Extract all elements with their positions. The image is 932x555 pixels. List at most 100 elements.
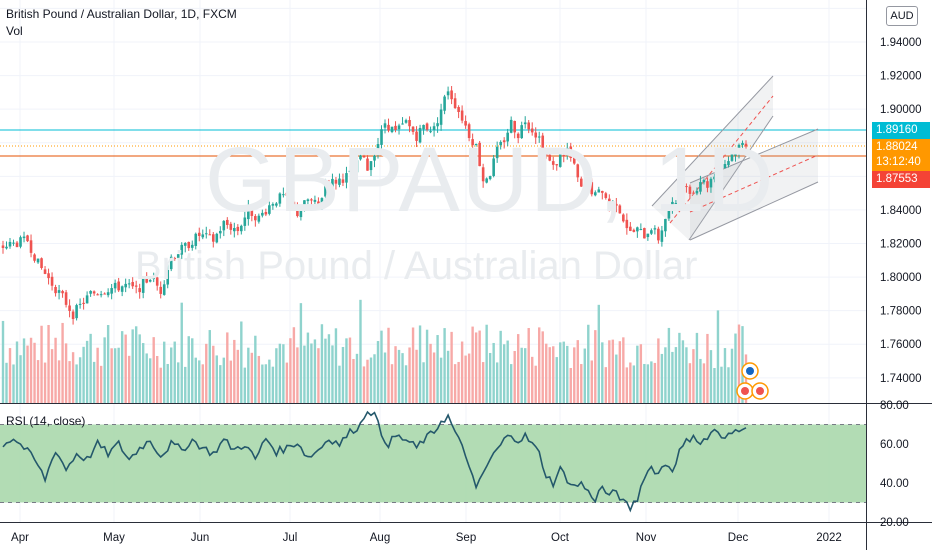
candle-body[interactable]	[709, 178, 713, 188]
candle-body[interactable]	[82, 302, 85, 304]
candle-body[interactable]	[331, 178, 334, 189]
candle-body[interactable]	[352, 169, 355, 173]
candle-body[interactable]	[678, 201, 681, 204]
candle-body[interactable]	[359, 155, 362, 160]
candle-body[interactable]	[464, 121, 467, 126]
candle-body[interactable]	[187, 241, 191, 249]
candle-body[interactable]	[411, 126, 415, 132]
candle-body[interactable]	[134, 285, 138, 287]
candle-body[interactable]	[282, 194, 285, 196]
candle-body[interactable]	[5, 246, 8, 249]
candle-body[interactable]	[467, 124, 471, 139]
candle-body[interactable]	[692, 192, 695, 194]
candle-body[interactable]	[341, 179, 345, 183]
candle-body[interactable]	[68, 305, 71, 311]
candle-body[interactable]	[19, 237, 22, 247]
candle-body[interactable]	[481, 167, 485, 182]
candle-body[interactable]	[243, 217, 247, 226]
candle-body[interactable]	[183, 243, 187, 246]
candle-body[interactable]	[485, 178, 488, 183]
candle-body[interactable]	[64, 292, 68, 305]
candle-body[interactable]	[632, 229, 636, 232]
candle-body[interactable]	[615, 203, 618, 206]
candle-body[interactable]	[362, 156, 366, 158]
candle-body[interactable]	[85, 295, 89, 304]
candle-body[interactable]	[12, 242, 15, 244]
candle-body[interactable]	[215, 233, 219, 243]
candle-body[interactable]	[310, 199, 313, 201]
candle-body[interactable]	[96, 294, 99, 296]
candle-body[interactable]	[8, 241, 12, 247]
candle-body[interactable]	[306, 199, 310, 202]
candle-body[interactable]	[720, 167, 723, 172]
candle-body[interactable]	[460, 110, 464, 121]
candle-body[interactable]	[92, 291, 96, 294]
candle-body[interactable]	[208, 234, 212, 236]
candle-body[interactable]	[401, 123, 404, 125]
candle-body[interactable]	[685, 186, 688, 188]
candle-body[interactable]	[527, 122, 531, 130]
candle-body[interactable]	[36, 258, 40, 263]
candle-body[interactable]	[601, 190, 604, 193]
candle-body[interactable]	[289, 197, 292, 204]
candle-body[interactable]	[562, 155, 566, 157]
candle-body[interactable]	[415, 131, 418, 141]
candle-body[interactable]	[457, 107, 460, 113]
candle-body[interactable]	[432, 126, 436, 131]
candle-body[interactable]	[194, 233, 198, 246]
candle-body[interactable]	[541, 135, 545, 152]
candle-body[interactable]	[278, 193, 282, 204]
candle-body[interactable]	[117, 281, 120, 291]
candle-body[interactable]	[366, 158, 369, 171]
candle-body[interactable]	[197, 232, 201, 236]
candle-body[interactable]	[537, 136, 541, 138]
candle-body[interactable]	[713, 176, 716, 180]
candle-body[interactable]	[741, 142, 744, 145]
candle-body[interactable]	[453, 98, 457, 109]
candle-body[interactable]	[254, 216, 257, 221]
candle-body[interactable]	[380, 129, 383, 145]
candle-body[interactable]	[141, 278, 145, 293]
candle-body[interactable]	[583, 185, 587, 187]
candle-body[interactable]	[155, 277, 159, 286]
candle-body[interactable]	[443, 96, 446, 111]
candle-body[interactable]	[275, 203, 278, 206]
candle-body[interactable]	[173, 258, 177, 260]
candle-body[interactable]	[706, 181, 709, 188]
candle-body[interactable]	[180, 244, 184, 255]
candle-body[interactable]	[264, 211, 268, 215]
candle-body[interactable]	[548, 154, 552, 161]
candle-body[interactable]	[124, 283, 127, 288]
candle-body[interactable]	[43, 269, 47, 274]
candle-body[interactable]	[667, 210, 671, 219]
rsi-legend[interactable]: RSI (14, close)	[6, 414, 86, 428]
candle-body[interactable]	[734, 152, 737, 156]
candle-body[interactable]	[145, 278, 148, 283]
candle-body[interactable]	[502, 140, 506, 143]
candle-body[interactable]	[159, 286, 163, 294]
channel-upper-bottom[interactable]	[688, 115, 774, 241]
candle-body[interactable]	[516, 133, 520, 139]
candle-body[interactable]	[558, 153, 562, 167]
candle-body[interactable]	[176, 254, 180, 258]
candle-body[interactable]	[204, 233, 208, 235]
candle-body[interactable]	[296, 208, 299, 217]
candle-body[interactable]	[54, 287, 57, 294]
candle-body[interactable]	[22, 236, 26, 239]
candle-body[interactable]	[26, 235, 29, 242]
candle-body[interactable]	[551, 161, 555, 165]
candle-body[interactable]	[429, 131, 432, 133]
candle-body[interactable]	[250, 206, 254, 216]
candle-body[interactable]	[120, 286, 124, 292]
candle-body[interactable]	[450, 90, 453, 100]
candle-body[interactable]	[138, 288, 141, 293]
candle-body[interactable]	[404, 120, 408, 123]
candle-body[interactable]	[604, 193, 608, 198]
candle-body[interactable]	[376, 144, 380, 155]
candle-body[interactable]	[257, 215, 261, 222]
currency-badge[interactable]: AUD	[886, 6, 918, 26]
candle-body[interactable]	[674, 203, 678, 205]
candle-body[interactable]	[730, 154, 734, 161]
